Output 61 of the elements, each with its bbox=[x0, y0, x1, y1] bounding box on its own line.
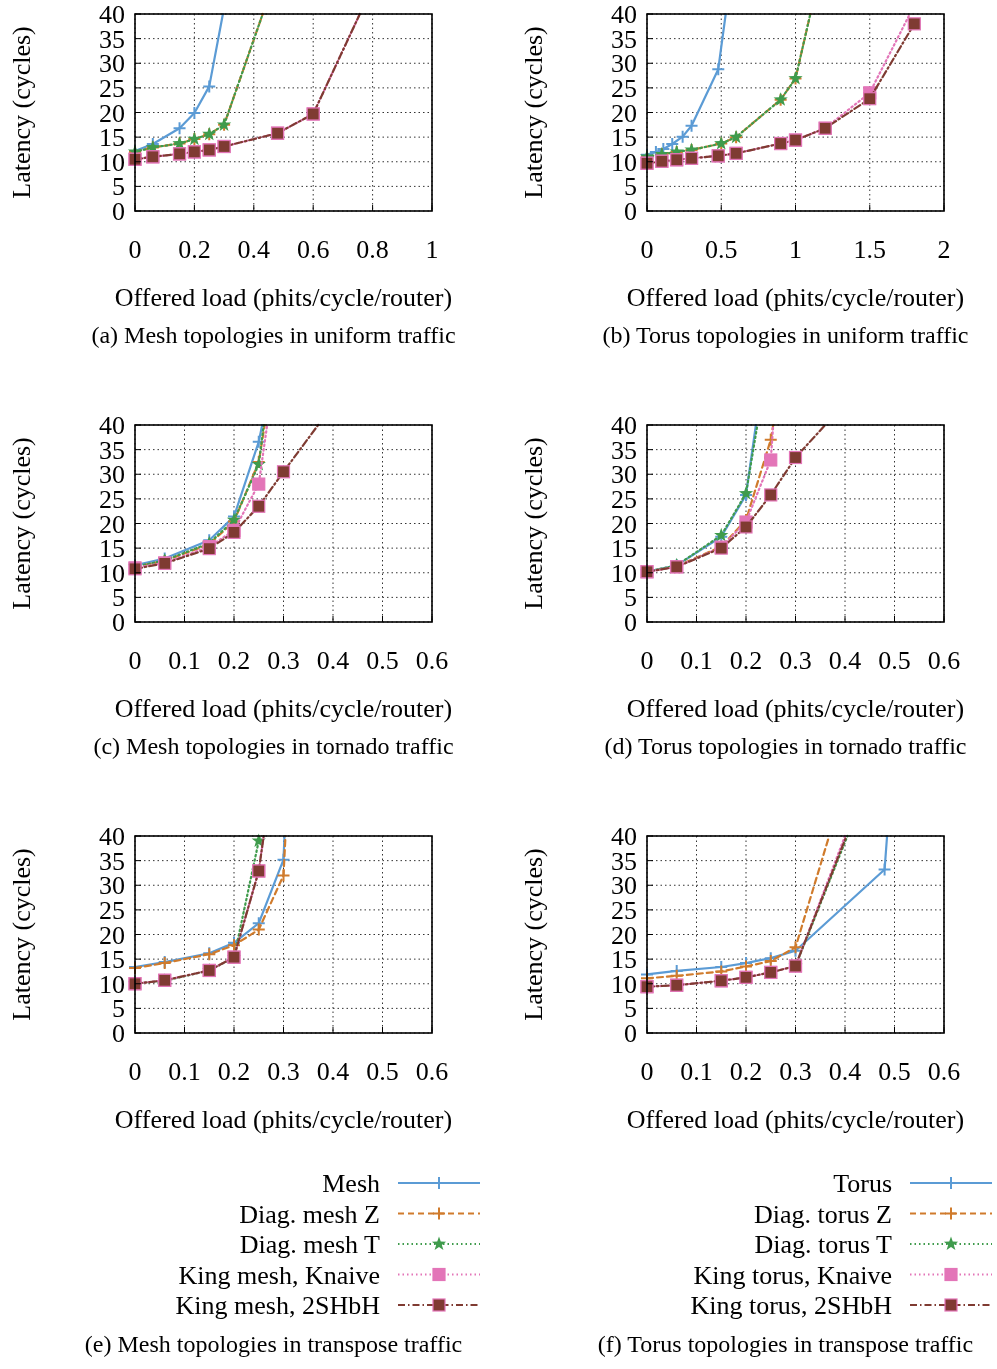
text: (f) Torus topologies in transpose traffic bbox=[597, 1330, 974, 1357]
legend-label: Mesh bbox=[322, 1169, 380, 1199]
x-tick-label: 0.2 bbox=[217, 646, 251, 675]
text: (e) Mesh topologies in transpose traffic bbox=[84, 1330, 463, 1357]
legend-label: Diag. mesh Z bbox=[239, 1199, 380, 1229]
legend-label: King torus, 2SHbH bbox=[690, 1291, 893, 1321]
x-tick-label: 0.5 bbox=[366, 1057, 399, 1086]
x-tick-label: 0.2 bbox=[178, 235, 211, 264]
x-tick-label: 0.5 bbox=[878, 646, 911, 675]
y-axis-title: Latency (cycles) bbox=[7, 437, 36, 610]
x-tick-label: 0.5 bbox=[878, 1057, 911, 1086]
x-tick-label: 2 bbox=[937, 235, 951, 264]
x-axis-title: Offered load (phits/cycle/router) bbox=[626, 694, 965, 723]
text: (d) Torus topologies in tornado traffic bbox=[604, 733, 967, 759]
x-tick-label: 0.5 bbox=[705, 235, 738, 264]
x-axis-title: Offered load (phits/cycle/router) bbox=[114, 694, 453, 723]
text: (c) Mesh topologies in tornado traffic bbox=[93, 733, 454, 759]
y-axis-title: Latency (cycles) bbox=[7, 848, 36, 1021]
x-tick-label: 0.3 bbox=[779, 646, 812, 675]
x-tick-label: 0.1 bbox=[680, 646, 713, 675]
x-tick-label: 0.2 bbox=[729, 646, 763, 675]
x-tick-label: 0.4 bbox=[316, 1057, 350, 1086]
legend-label: Diag. torus Z bbox=[754, 1199, 892, 1229]
x-tick-label: 0.6 bbox=[927, 1057, 961, 1086]
legend-label: King mesh, 2SHbH bbox=[175, 1291, 381, 1321]
x-tick-label: 0.1 bbox=[168, 1057, 201, 1086]
x-tick-label: 0.2 bbox=[729, 1057, 763, 1086]
x-tick-label: 0.1 bbox=[680, 1057, 713, 1086]
legend-label: Torus bbox=[833, 1169, 892, 1199]
x-tick-label: 0.6 bbox=[927, 646, 961, 675]
x-tick-label: 0.6 bbox=[415, 646, 449, 675]
x-axis-title: Offered load (phits/cycle/router) bbox=[626, 283, 965, 312]
x-tick-label: 0.1 bbox=[168, 646, 201, 675]
x-tick-label: 0.6 bbox=[415, 1057, 449, 1086]
y-axis-title: Latency (cycles) bbox=[519, 26, 548, 199]
x-tick-label: 0.4 bbox=[828, 1057, 862, 1086]
legend-label: King mesh, Knaive bbox=[178, 1260, 380, 1290]
y-axis-title: Latency (cycles) bbox=[519, 848, 548, 1021]
text: (b) Torus topologies in uniform traffic bbox=[602, 322, 969, 348]
x-tick-label: 0.5 bbox=[366, 646, 399, 675]
legend-label: King torus, Knaive bbox=[693, 1260, 892, 1290]
x-axis-title: Offered load (phits/cycle/router) bbox=[114, 283, 453, 312]
x-axis-title: Offered load (phits/cycle/router) bbox=[114, 1105, 453, 1134]
x-tick-label: 0.6 bbox=[296, 235, 330, 264]
x-tick-label: 1 bbox=[425, 235, 439, 264]
legend-label: Diag. torus T bbox=[754, 1230, 893, 1260]
x-axis-title: Offered load (phits/cycle/router) bbox=[626, 1105, 965, 1134]
text: (a) Mesh topologies in uniform traffic bbox=[91, 322, 456, 348]
x-tick-label: 1.5 bbox=[853, 235, 886, 264]
x-tick-label: 0.2 bbox=[217, 1057, 251, 1086]
legend-label: Diag. mesh T bbox=[239, 1230, 381, 1260]
x-tick-label: 0.4 bbox=[316, 646, 350, 675]
y-axis-title: Latency (cycles) bbox=[7, 26, 36, 199]
x-tick-label: 0.4 bbox=[828, 646, 862, 675]
x-tick-label: 1 bbox=[789, 235, 802, 264]
x-tick-label: 0.3 bbox=[267, 646, 300, 675]
x-tick-label: 0.3 bbox=[779, 1057, 812, 1086]
x-tick-label: 0.3 bbox=[267, 1057, 300, 1086]
x-tick-label: 0.4 bbox=[237, 235, 271, 264]
y-axis-title: Latency (cycles) bbox=[519, 437, 548, 610]
x-tick-label: 0.8 bbox=[356, 235, 389, 264]
